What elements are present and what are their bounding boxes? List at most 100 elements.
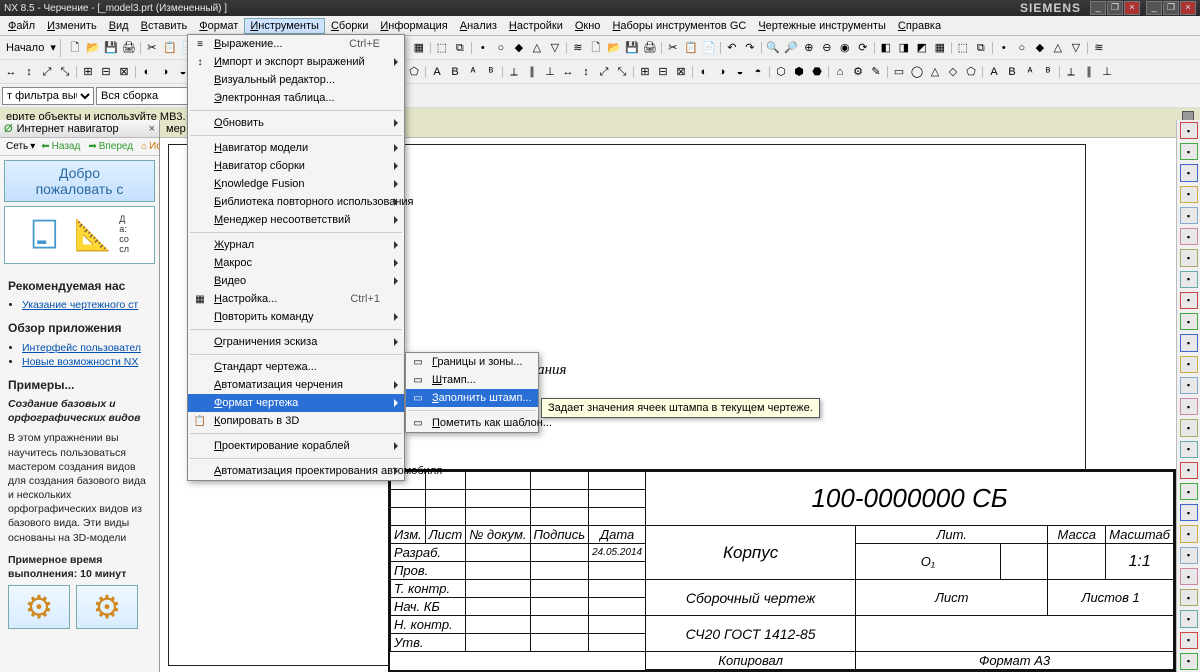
toolbar-button[interactable]: ⚙ xyxy=(849,62,867,80)
rail-button[interactable]: ▪ xyxy=(1180,419,1198,436)
toolbar-button[interactable]: ⤡ xyxy=(56,63,74,81)
toolbar-button[interactable]: ⤢ xyxy=(595,63,613,81)
toolbar-button[interactable]: ᴮ xyxy=(482,63,500,81)
rail-button[interactable]: ▪ xyxy=(1180,441,1198,458)
toolbar-button[interactable]: A xyxy=(985,63,1003,81)
toolbar-button[interactable]: ⧉ xyxy=(451,39,469,57)
rail-button[interactable]: ▪ xyxy=(1180,228,1198,245)
toolbar-button[interactable]: ≋ xyxy=(569,38,587,56)
toolbar-button[interactable]: 🗋 xyxy=(587,39,605,57)
toolbar-button[interactable]: B xyxy=(1003,63,1021,81)
menu-item[interactable]: 📋Копировать в 3D xyxy=(188,412,404,430)
menu-item-11[interactable]: Наборы инструментов GC xyxy=(606,18,752,34)
toolbar-button[interactable]: ⊠ xyxy=(672,62,690,80)
toolbar-button[interactable]: ◐ xyxy=(138,63,156,81)
menu-item[interactable]: Knowledge Fusion xyxy=(188,175,404,193)
toolbar-button[interactable]: ⊞ xyxy=(79,62,97,80)
rail-button[interactable]: ▪ xyxy=(1180,292,1198,309)
toolbar-button[interactable]: ⬣ xyxy=(808,62,826,80)
toolbar-button[interactable]: △ xyxy=(528,38,546,56)
toolbar-button[interactable]: 🔎 xyxy=(782,38,800,56)
menu-item-9[interactable]: Настройки xyxy=(503,18,569,34)
menu-item[interactable]: Навигатор модели xyxy=(188,139,404,157)
rail-button[interactable]: ▪ xyxy=(1180,398,1198,415)
toolbar-button[interactable]: 💾 xyxy=(102,38,120,56)
rail-button[interactable]: ▪ xyxy=(1180,207,1198,224)
menu-item[interactable]: Визуальный редактор... xyxy=(188,71,404,89)
toolbar-button[interactable]: ⟂ xyxy=(1062,63,1080,81)
toolbar-button[interactable]: ⊞ xyxy=(636,62,654,80)
menu-item[interactable]: Журнал xyxy=(188,236,404,254)
toolbar-button[interactable]: ◯ xyxy=(908,62,926,80)
example-thumb-2[interactable]: ⚙ xyxy=(76,585,138,629)
toolbar-button[interactable]: ⬠ xyxy=(405,62,423,80)
toolbar-button[interactable]: ⊖ xyxy=(818,38,836,56)
minimize-button[interactable]: _ xyxy=(1090,1,1106,15)
menu-item[interactable]: Навигатор сборки xyxy=(188,157,404,175)
toolbar-button[interactable]: ⬢ xyxy=(790,62,808,80)
rail-button[interactable]: ▪ xyxy=(1180,143,1198,160)
doc-minimize-button[interactable]: _ xyxy=(1146,1,1162,15)
menu-item[interactable]: Макрос xyxy=(188,254,404,272)
toolbar-button[interactable]: ↷ xyxy=(741,38,759,56)
menu-item[interactable]: Формат чертежа xyxy=(188,394,404,412)
toolbar-button[interactable]: ✂ xyxy=(143,38,161,56)
toolbar-button[interactable]: ◆ xyxy=(1031,38,1049,56)
menu-item[interactable]: ▭Границы и зоны... xyxy=(406,353,538,371)
navigator-close-icon[interactable]: × xyxy=(149,123,155,135)
toolbar-button[interactable]: 🗋 xyxy=(66,39,84,57)
rail-button[interactable]: ▪ xyxy=(1180,547,1198,564)
toolbar-button[interactable]: ▦ xyxy=(931,38,949,56)
toolbar-button[interactable]: ▽ xyxy=(1067,38,1085,56)
recommended-link[interactable]: Указание чертежного ст xyxy=(22,299,138,311)
toolbar-button[interactable]: ⊥ xyxy=(541,62,559,80)
menu-item-0[interactable]: Файл xyxy=(2,18,41,34)
menu-item[interactable]: Ограничения эскиза xyxy=(188,333,404,351)
menu-item[interactable]: Обновить xyxy=(188,114,404,132)
rail-button[interactable]: ▪ xyxy=(1180,186,1198,203)
toolbar-button[interactable]: ᴮ xyxy=(1039,63,1057,81)
toolbar-button[interactable]: ◑ xyxy=(713,63,731,81)
example-thumb-1[interactable]: ⚙ xyxy=(8,585,70,629)
toolbar-button[interactable]: ≋ xyxy=(1090,38,1108,56)
toolbar-button[interactable]: ◒ xyxy=(731,63,749,81)
toolbar-button[interactable]: ◨ xyxy=(895,38,913,56)
menu-item-5[interactable]: Инструменты xyxy=(244,18,325,34)
toolbar-button[interactable]: ⟳ xyxy=(854,38,872,56)
toolbar-button[interactable]: 📋 xyxy=(161,38,179,56)
toolbar-button[interactable]: ⤢ xyxy=(38,63,56,81)
menu-item[interactable]: Повторить команду xyxy=(188,308,404,326)
nav-forward[interactable]: ➡Вперед xyxy=(86,141,137,152)
toolbar-button[interactable]: 🔍 xyxy=(764,38,782,56)
rail-button[interactable]: ▪ xyxy=(1180,568,1198,585)
toolbar-button[interactable]: ▦ xyxy=(410,38,428,56)
toolbar-button[interactable]: ▽ xyxy=(546,38,564,56)
toolbar-button[interactable]: ⊟ xyxy=(654,62,672,80)
rail-button[interactable]: ▪ xyxy=(1180,504,1198,521)
toolbar-button[interactable]: ○ xyxy=(1013,39,1031,57)
toolbar-button[interactable]: ⊥ xyxy=(1098,62,1116,80)
toolbar-button[interactable]: 📂 xyxy=(84,38,102,56)
toolbar-button[interactable]: • xyxy=(474,39,492,57)
toolbar-button[interactable]: 💾 xyxy=(623,38,641,56)
menu-item-6[interactable]: Сборки xyxy=(325,18,374,34)
toolbar-button[interactable]: ⊠ xyxy=(115,62,133,80)
toolbar-button[interactable]: ◇ xyxy=(944,62,962,80)
toolbar-button[interactable]: ⬠ xyxy=(962,62,980,80)
menu-item-2[interactable]: Вид xyxy=(103,18,135,34)
toolbar-button[interactable]: ⟂ xyxy=(505,63,523,81)
nav-back[interactable]: ⬅Назад xyxy=(39,141,84,152)
menu-item[interactable]: Видео xyxy=(188,272,404,290)
menu-item[interactable]: Автоматизация проектирования автомобиля xyxy=(188,462,404,480)
rail-button[interactable]: ▪ xyxy=(1180,632,1198,649)
menu-item[interactable]: Автоматизация черчения xyxy=(188,376,404,394)
toolbar-button[interactable]: ⬚ xyxy=(433,38,451,56)
menu-item-8[interactable]: Анализ xyxy=(454,18,503,34)
rail-button[interactable]: ▪ xyxy=(1180,610,1198,627)
toolbar-button[interactable]: ◆ xyxy=(510,38,528,56)
menu-item-4[interactable]: Формат xyxy=(193,18,244,34)
toolbar-button[interactable]: ↔ xyxy=(2,63,20,81)
menu-item[interactable]: ↕Импорт и экспорт выражений xyxy=(188,53,404,71)
toolbar-button[interactable]: ⊕ xyxy=(800,38,818,56)
toolbar-button[interactable]: ↕ xyxy=(20,63,38,81)
